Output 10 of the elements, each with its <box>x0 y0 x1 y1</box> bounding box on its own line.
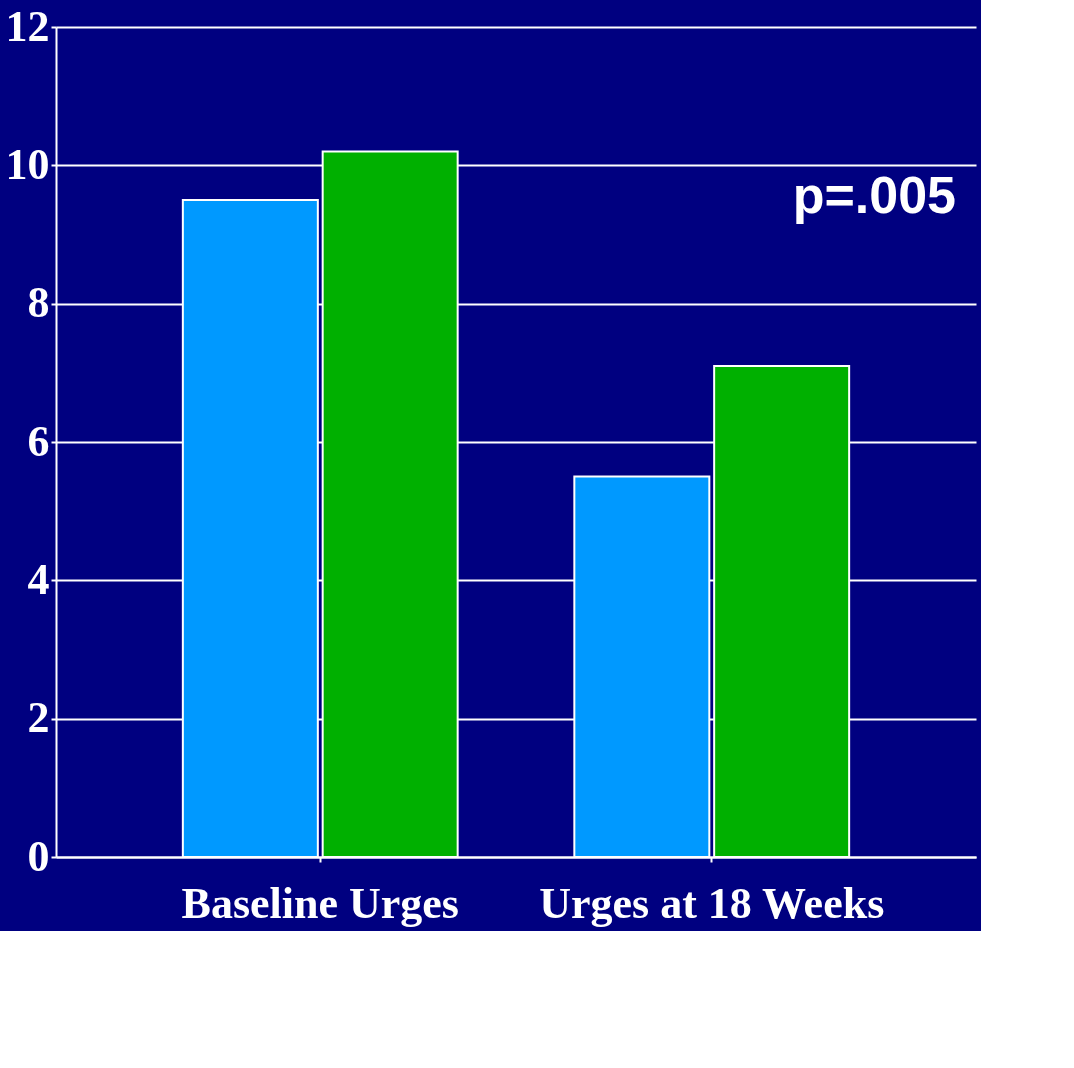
y-tick-label: 2 <box>27 693 50 743</box>
x-tick-label: Urges at 18 Weeks <box>539 878 885 928</box>
y-tick-label: 10 <box>5 139 50 189</box>
annotation: p=.005 <box>792 166 956 224</box>
y-tick-label: 6 <box>27 416 50 466</box>
y-tick-label: 4 <box>27 554 50 604</box>
y-tick-label: 0 <box>27 831 50 881</box>
x-tick-label: Baseline Urges <box>181 878 459 928</box>
y-tick-label: 8 <box>27 278 50 328</box>
y-tick-label: 12 <box>5 1 50 51</box>
